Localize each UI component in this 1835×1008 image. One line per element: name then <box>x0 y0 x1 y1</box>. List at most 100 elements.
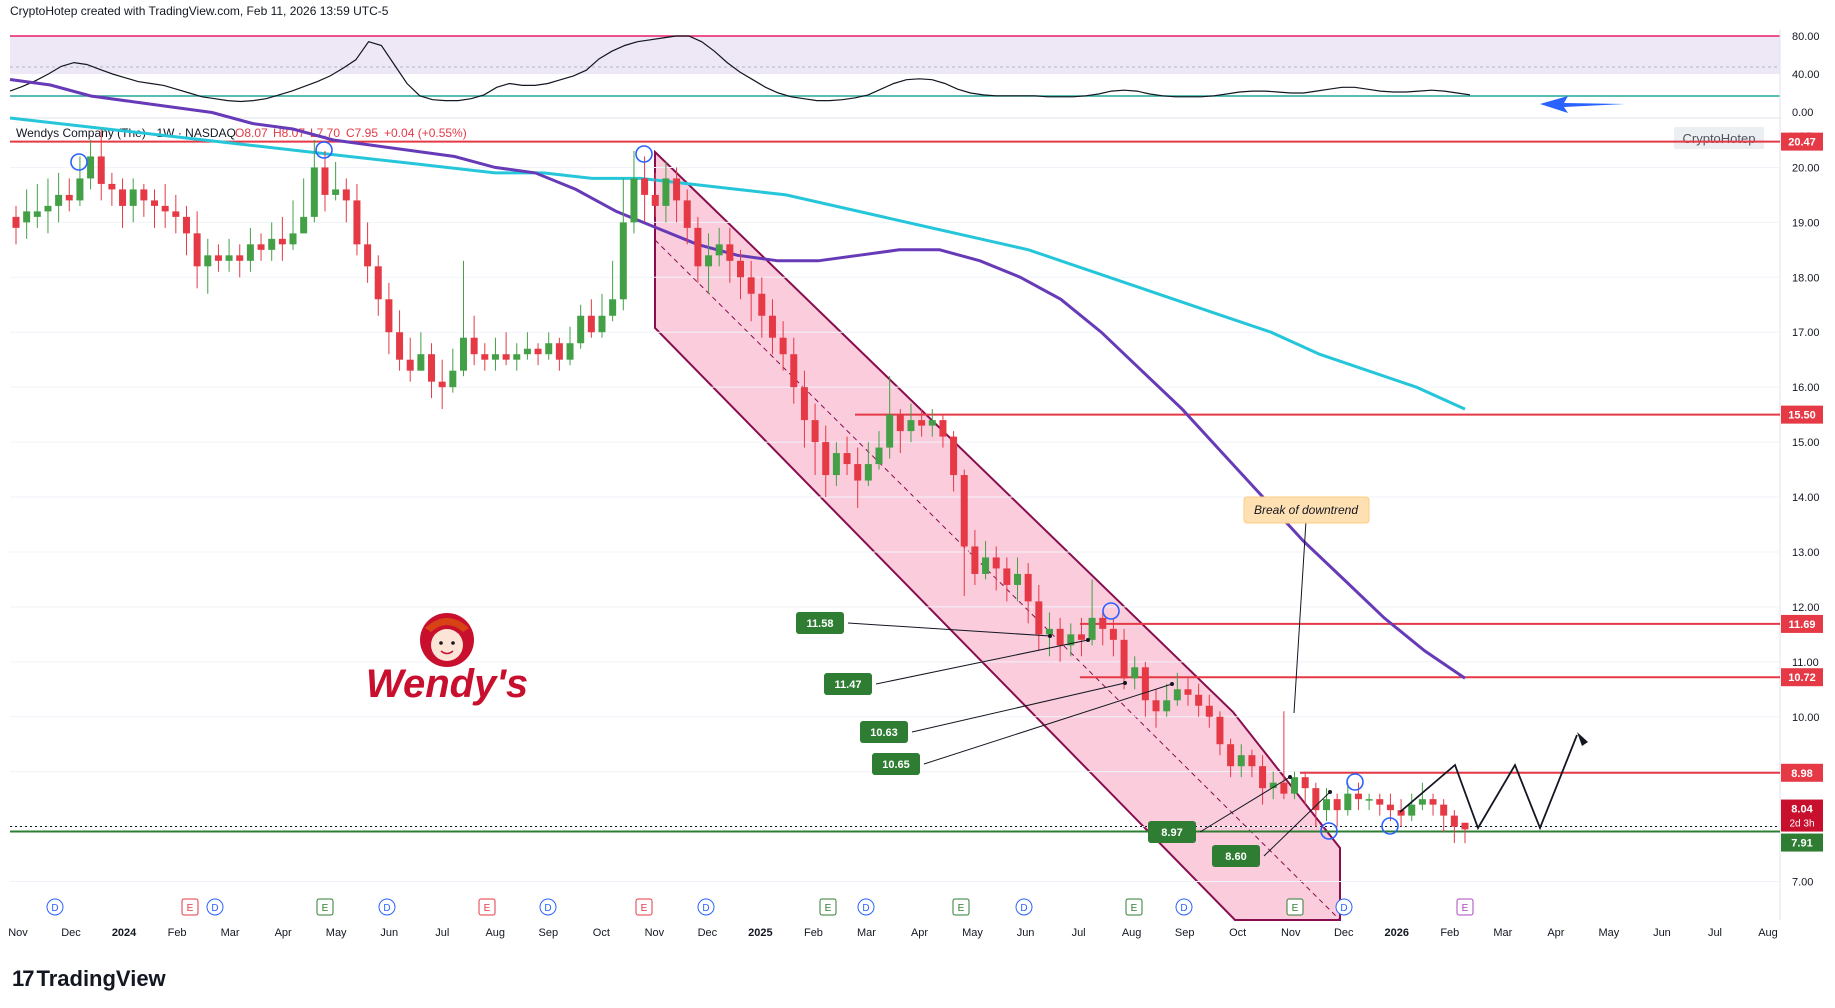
time-tick: Mar <box>221 927 240 939</box>
oscillator-line <box>9 35 1471 103</box>
candle-body <box>1099 617 1107 629</box>
time-tick: 2026 <box>1385 927 1409 939</box>
label-anchor <box>1288 775 1292 779</box>
earnings-marker <box>478 898 496 916</box>
dividend-marker <box>46 898 64 916</box>
candle-body <box>1408 804 1416 816</box>
candle-body <box>641 178 649 195</box>
candle-body <box>715 244 723 256</box>
earnings-marker <box>635 898 653 916</box>
candle-body <box>1450 815 1458 827</box>
time-tick: Apr <box>911 927 928 939</box>
candle-body <box>1045 628 1053 635</box>
price-tick: 13.00 <box>1792 547 1820 559</box>
time-tick: Jul <box>1708 927 1722 939</box>
price-tick: 15.00 <box>1792 437 1820 449</box>
candle-body <box>1237 755 1245 767</box>
resistance-tag <box>1781 614 1823 633</box>
label-anchor <box>1123 681 1127 685</box>
candle-body <box>385 299 393 333</box>
time-tick: Mar <box>1493 927 1512 939</box>
candle-body <box>44 205 52 212</box>
candle-body <box>1014 573 1022 585</box>
event-marker-label: E <box>187 903 194 914</box>
candle-body <box>246 244 254 261</box>
price-tick: 12.00 <box>1792 602 1820 614</box>
resistance-tag-label: 10.72 <box>1788 672 1816 684</box>
candle-body <box>523 348 531 355</box>
candle-body <box>534 348 542 355</box>
price-tick: 18.00 <box>1792 272 1820 284</box>
candle-body <box>491 354 499 360</box>
resistance-tag-label: 11.69 <box>1789 619 1816 631</box>
time-tick: Oct <box>593 927 610 939</box>
svg-text:CryptoHotep: CryptoHotep <box>1683 131 1756 146</box>
candle-body <box>87 156 95 179</box>
candle-body <box>737 260 744 278</box>
candle-body <box>278 238 286 245</box>
candle-body <box>800 387 808 421</box>
candle-body <box>1354 793 1362 800</box>
time-tick: May <box>962 927 983 939</box>
time-tick: Dec <box>698 927 718 939</box>
candle-body <box>1067 634 1075 646</box>
candle-body <box>1131 667 1139 679</box>
candle-body <box>747 277 755 294</box>
candle-body <box>1269 782 1277 789</box>
candle-body <box>470 337 478 355</box>
support-tag-label: 7.91 <box>1791 838 1812 850</box>
label-leader <box>847 622 1051 637</box>
candle-body <box>598 315 606 333</box>
candle-body <box>321 167 329 195</box>
label-leader <box>1199 776 1291 833</box>
price-tick: 20.00 <box>1792 162 1820 174</box>
candle-body <box>673 178 681 201</box>
oscillator-axis: 80.00 40.00 0.00 <box>1792 31 1820 119</box>
event-marker-label: D <box>211 903 218 914</box>
annotation-break-of-downtrend[interactable]: Break of downtrend <box>1243 496 1370 714</box>
candle-body <box>1195 694 1203 706</box>
svg-text:Break of downtrend: Break of downtrend <box>1254 503 1358 517</box>
resistance-tag <box>1781 405 1823 424</box>
earnings-marker <box>316 898 334 916</box>
candle-body <box>449 370 457 388</box>
candle-body <box>1152 700 1160 712</box>
oscillator-tick: 40.00 <box>1792 69 1820 81</box>
candle-body <box>811 420 819 443</box>
label-leader <box>911 682 1126 733</box>
candle-body <box>459 337 467 371</box>
candle-body <box>257 244 265 250</box>
price-tick: 14.00 <box>1792 492 1820 504</box>
event-marker-label: E <box>1292 903 1299 914</box>
price-tick: 7.00 <box>1792 877 1813 889</box>
earnings-marker <box>819 898 837 916</box>
time-tick: Mar <box>857 927 876 939</box>
time-axis: Nov Dec 2024 Feb Mar Apr May Jun Jul Aug Sep Oct Nov… <box>8 927 1778 939</box>
label-anchor <box>1086 638 1090 642</box>
candle-body <box>1088 617 1096 640</box>
candle-body <box>928 420 936 426</box>
candle-body <box>1003 568 1011 585</box>
candle-body <box>353 200 361 245</box>
candle-body <box>939 420 947 437</box>
candle-body <box>875 447 883 465</box>
event-marker-label: D <box>1020 903 1027 914</box>
candle-body <box>172 211 180 217</box>
tradingview-logo: 17 TradingView <box>12 966 166 991</box>
candle-body <box>1429 799 1437 805</box>
earnings-marker <box>1286 898 1304 916</box>
candle-body <box>843 453 851 465</box>
dividend-marker <box>857 898 875 916</box>
candle-body <box>1322 799 1330 811</box>
price-label-annotations: 11.58 11.47 10.63 10.65 8.97 8.60 <box>796 612 1332 867</box>
candle-body <box>1386 804 1394 811</box>
candle-body <box>1248 755 1256 767</box>
time-tick: 2025 <box>748 927 772 939</box>
candle-body <box>566 343 574 360</box>
candle-body <box>428 354 436 382</box>
price-chart[interactable]: 80.00 40.00 0.00 Wendys Company (The) · 1W… <box>0 0 1835 960</box>
label-leader <box>923 683 1173 765</box>
candle-body <box>1333 799 1341 811</box>
resistance-tag-label: 15.50 <box>1788 410 1816 422</box>
resistance-tag-label: 20.47 <box>1788 137 1816 149</box>
